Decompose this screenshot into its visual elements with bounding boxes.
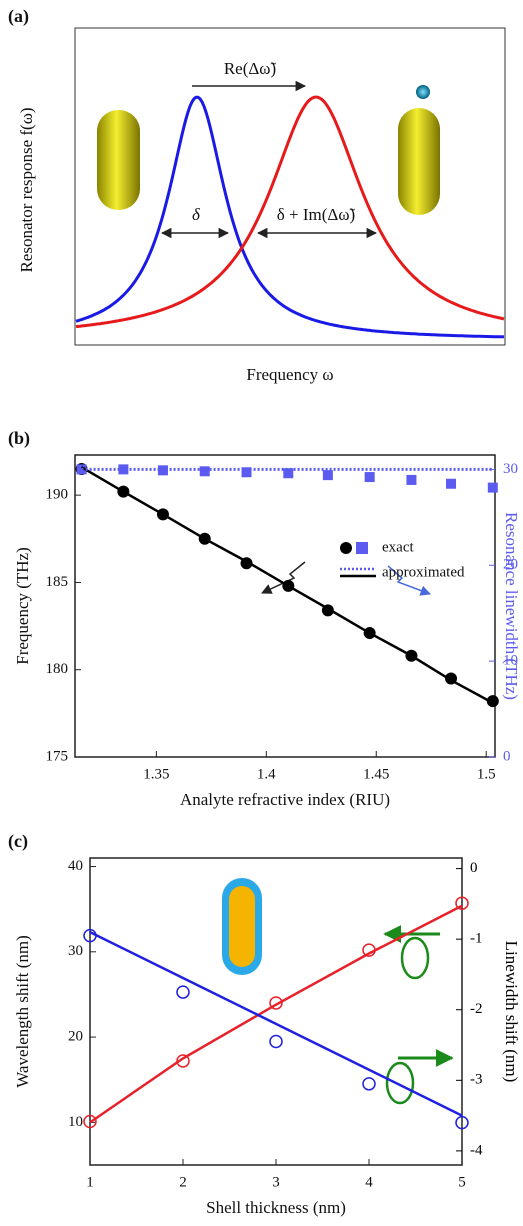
frame [89, 857, 463, 1166]
data-point [176, 985, 190, 999]
data-point [455, 1115, 469, 1130]
data-point [83, 1114, 97, 1129]
y2-tick-label: -1 [470, 931, 483, 947]
data-point [269, 996, 283, 1010]
data-point [487, 482, 498, 493]
y2-tick-label: 20 [503, 557, 518, 573]
y2-axis-label: Linewidth shift (nm) [502, 941, 521, 1083]
analyte-icon [416, 85, 430, 99]
y-tick-label: 40 [68, 858, 83, 874]
x-tick-label: 1.35 [143, 766, 169, 782]
y2-axis-label: Resonance linewidth (THz) [502, 512, 521, 700]
panel-a: (a) Resonator response f(ω) Frequency ω … [8, 6, 506, 384]
panel-label: (c) [8, 831, 28, 852]
frame [74, 454, 496, 758]
lorentzian-curve [75, 95, 505, 329]
x-tick-label: 5 [458, 1174, 466, 1190]
frame [74, 27, 506, 346]
nanorod-icon [398, 108, 440, 215]
y-axis-label: Wavelength shift (nm) [13, 935, 32, 1088]
y-tick-label: 20 [68, 1029, 83, 1045]
legend-marker [340, 542, 352, 554]
x-axis-label: Shell thickness (nm) [206, 1198, 346, 1217]
y2-tick-label: 10 [503, 653, 518, 669]
x-tick-label: 1 [86, 1174, 94, 1190]
y-tick-label: 180 [46, 661, 69, 677]
arrow [387, 565, 431, 596]
data-point [322, 470, 333, 481]
series-line [80, 466, 494, 704]
y-tick-label: 175 [46, 748, 69, 764]
y-tick-label: 30 [68, 943, 83, 959]
y2-tick-label: 0 [470, 860, 478, 876]
annotation: δ [192, 205, 201, 224]
axis-indicator [385, 1061, 415, 1105]
y2-tick-label: -3 [470, 1072, 483, 1088]
x-tick-label: 2 [179, 1174, 187, 1190]
data-point [362, 1077, 376, 1091]
x-tick-label: 1.5 [477, 766, 496, 782]
core-shell-icon [229, 886, 255, 967]
legend-label: exact [382, 539, 414, 555]
x-tick-label: 4 [365, 1174, 373, 1190]
y-tick-label: 10 [68, 1114, 83, 1130]
y2-tick-label: 0 [503, 748, 511, 764]
y2-tick-label: -2 [470, 1001, 483, 1017]
data-point [486, 695, 499, 708]
legend-label: approximated [382, 564, 465, 580]
data-point [362, 943, 376, 957]
x-tick-label: 1.4 [257, 766, 276, 782]
data-point [176, 1054, 190, 1068]
series-line [89, 930, 463, 1117]
data-point [364, 472, 375, 483]
data-point [406, 474, 417, 485]
x-tick-label: 1.45 [363, 766, 389, 782]
panel-label: (a) [8, 6, 29, 27]
x-axis-label: Analyte refractive index (RIU) [180, 790, 390, 809]
legend-marker [356, 542, 368, 554]
data-point [241, 467, 252, 478]
data-point [446, 478, 457, 489]
annotation: Re(Δω̃) [224, 59, 277, 78]
data-point [455, 896, 469, 910]
x-tick-label: 3 [272, 1174, 280, 1190]
data-point [283, 468, 294, 479]
y-axis-label: Resonator response f(ω) [17, 107, 36, 272]
x-axis-label: Frequency ω [246, 365, 333, 384]
data-point [269, 1034, 283, 1049]
y2-tick-label: 30 [503, 461, 518, 477]
annotation: δ + Im(Δω̃) [277, 205, 356, 224]
panel-label: (b) [8, 428, 30, 449]
data-point [199, 466, 210, 477]
lorentzian-curve [75, 95, 505, 339]
y-axis-label: Frequency (THz) [13, 547, 32, 665]
arrow [261, 561, 306, 594]
y2-tick-label: -4 [470, 1142, 483, 1158]
y-tick-label: 185 [46, 574, 69, 590]
axis-indicator [400, 936, 430, 980]
data-point [83, 928, 97, 943]
nanorod-icon [97, 110, 140, 210]
series-line [89, 904, 463, 1124]
y-tick-label: 190 [46, 487, 69, 503]
